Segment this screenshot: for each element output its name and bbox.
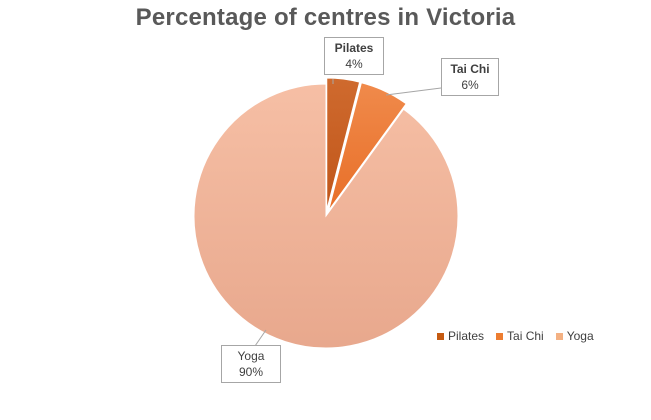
data-label-pilates-category: Pilates xyxy=(334,41,374,55)
data-label-yoga-value: 90% xyxy=(238,365,264,379)
pie-slice-yoga xyxy=(193,83,459,349)
data-label-yoga: Yoga 90% xyxy=(221,345,281,383)
leader-lines xyxy=(254,79,442,347)
legend-item-yoga: Yoga xyxy=(555,329,594,343)
pie-slices xyxy=(193,77,459,349)
legend-swatch-pilates xyxy=(437,332,444,340)
legend-item-pilates: Pilates xyxy=(437,329,484,343)
legend-label-tai-chi: Tai Chi xyxy=(507,329,544,343)
legend-item-tai-chi: Tai Chi xyxy=(496,329,544,343)
legend-swatch-tai-chi xyxy=(496,332,504,340)
data-label-pilates-value: 4% xyxy=(345,57,363,71)
legend-swatch-yoga xyxy=(555,332,563,340)
data-label-tai-chi-value: 6% xyxy=(461,78,479,92)
data-label-yoga-category: Yoga xyxy=(237,349,265,363)
data-label-pilates: Pilates 4% xyxy=(324,37,384,75)
data-label-tai-chi-category: Tai Chi xyxy=(450,62,490,76)
data-label-tai-chi: Tai Chi 6% xyxy=(441,58,499,96)
pie-slice-tai-chi xyxy=(328,82,407,211)
chart-title: Percentage of centres in Victoria xyxy=(135,4,516,31)
leader-line-yoga xyxy=(254,329,267,347)
legend: Pilates Tai Chi Yoga xyxy=(437,329,594,343)
leader-line-tai-chi xyxy=(385,87,442,96)
legend-label-yoga: Yoga xyxy=(566,329,594,343)
legend-label-pilates: Pilates xyxy=(448,329,485,343)
pie-slice-pilates xyxy=(326,77,361,211)
